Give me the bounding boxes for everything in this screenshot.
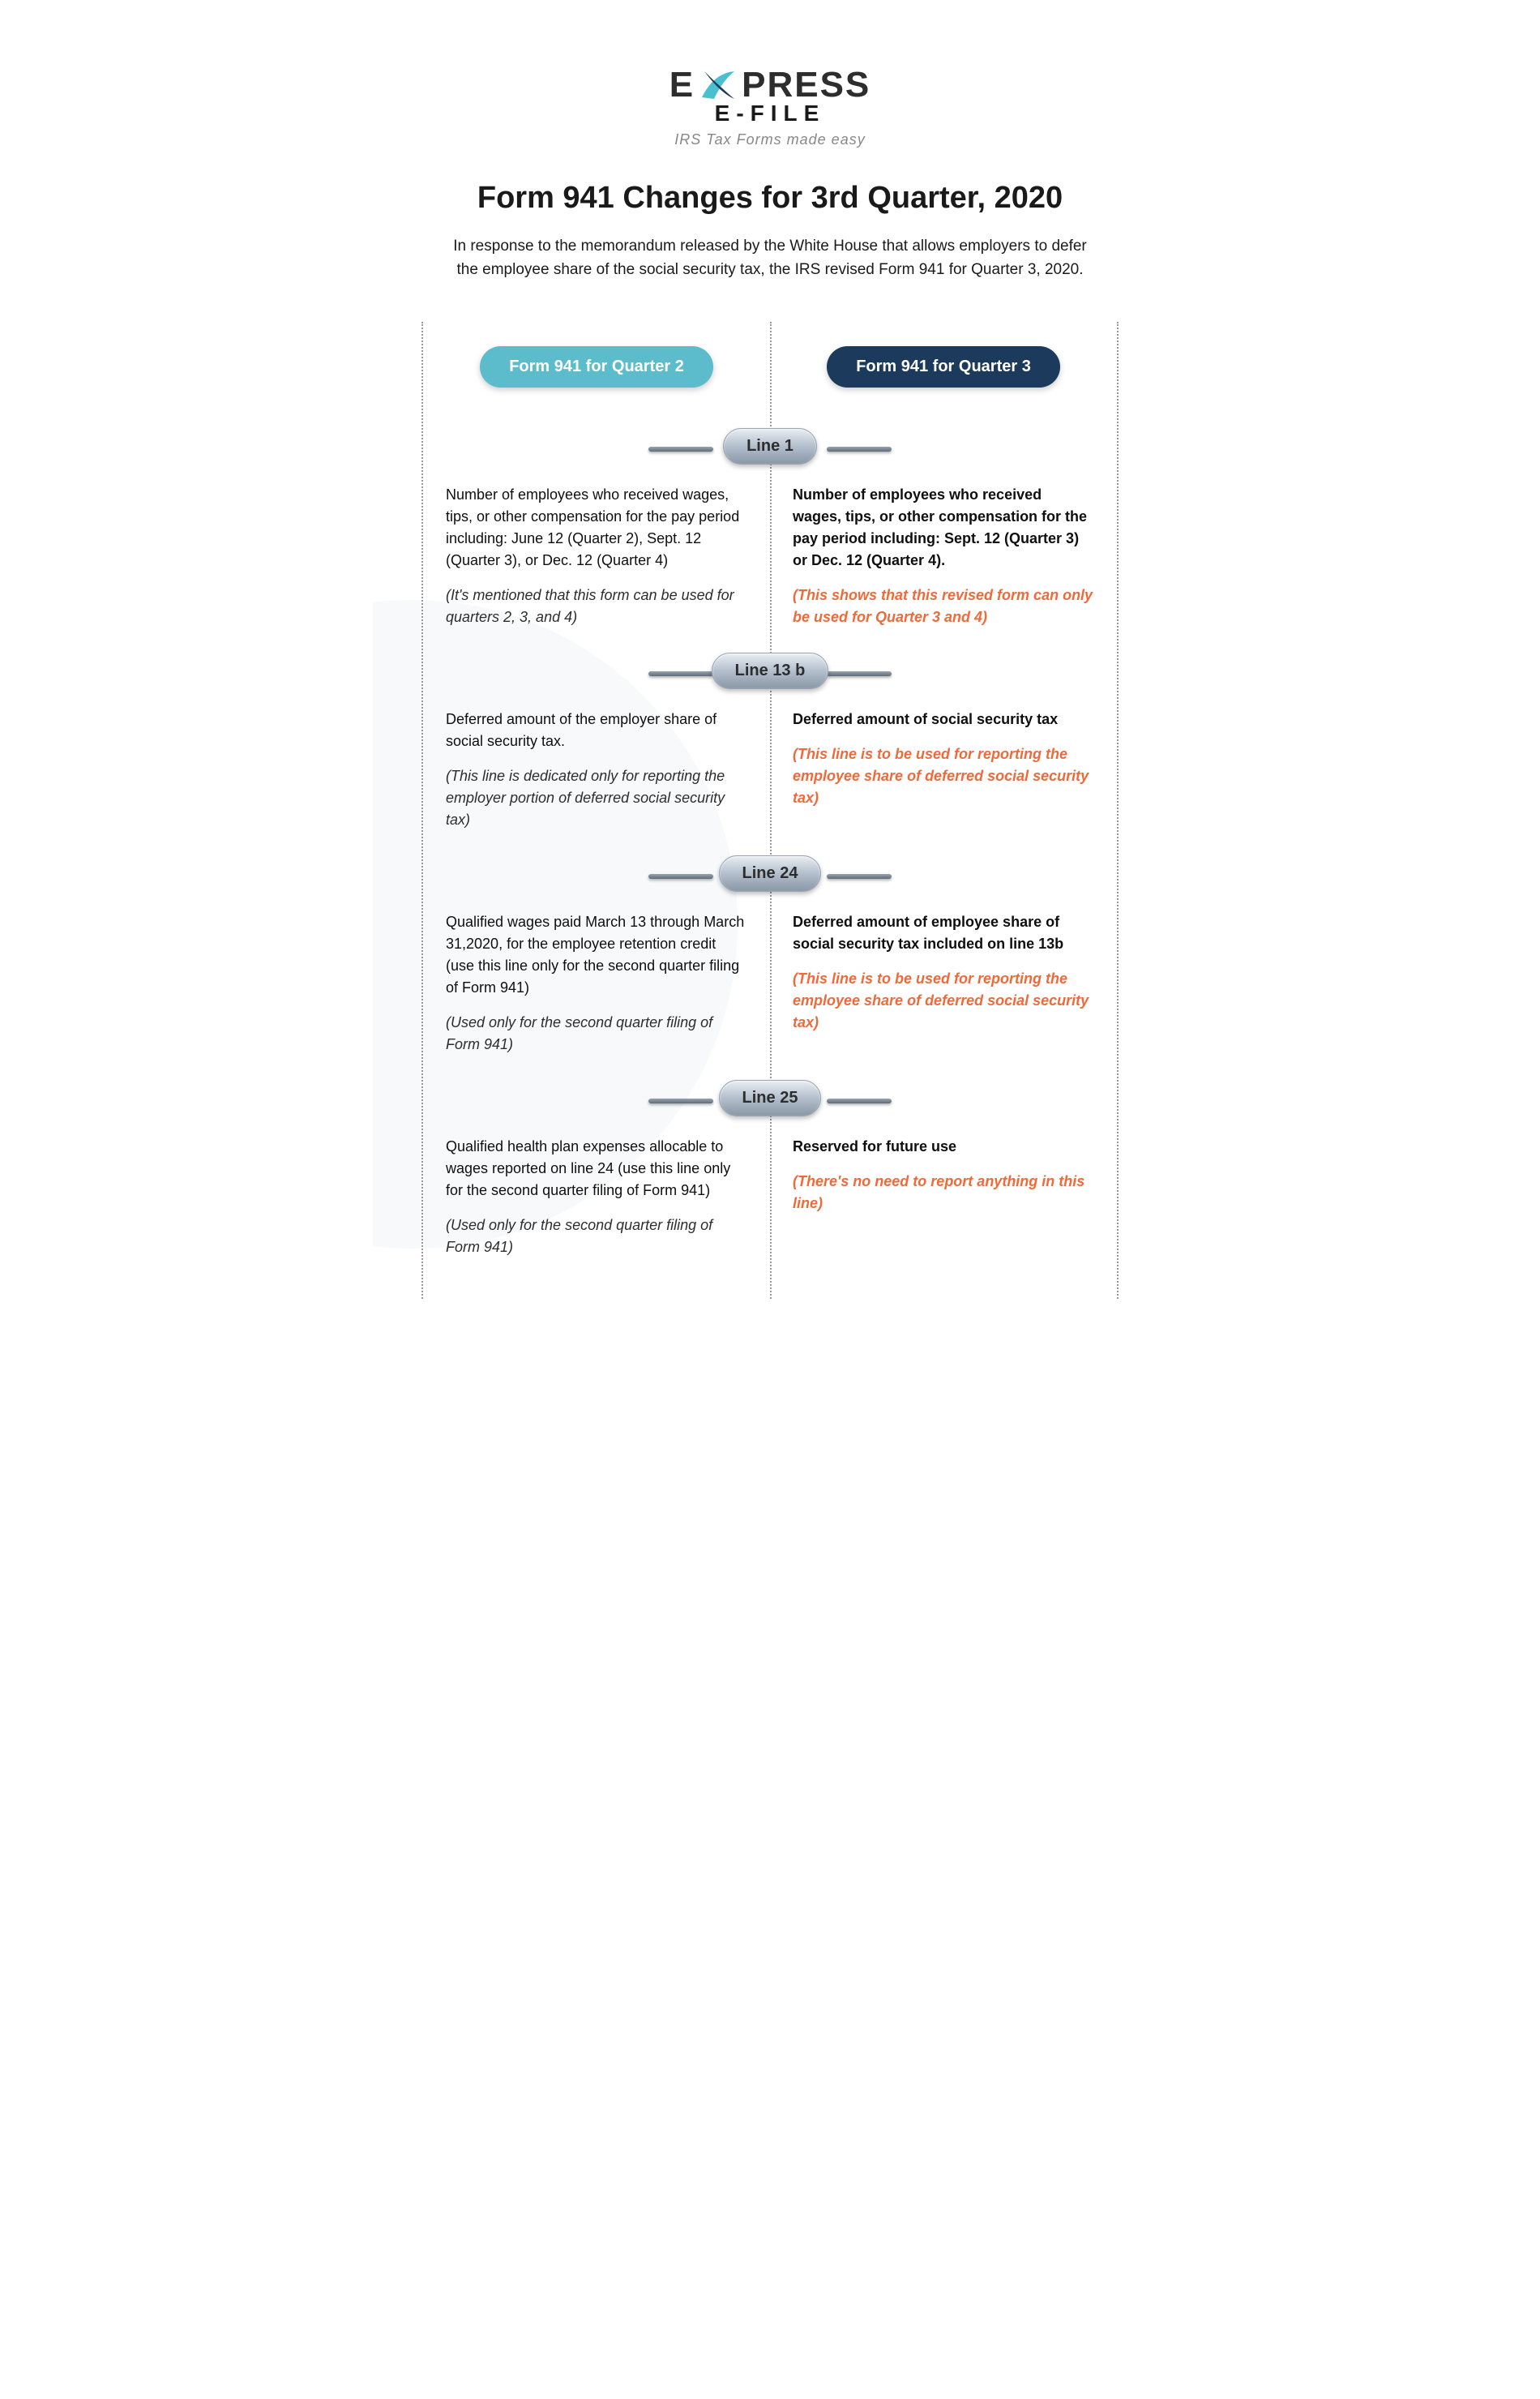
logo-main: E PRESS	[421, 65, 1119, 105]
intro-text: In response to the memorandum released b…	[446, 235, 1094, 281]
right-note-text: (This line is to be used for reporting t…	[793, 968, 1094, 1034]
comparison-table: Form 941 for Quarter 2 Form 941 for Quar…	[421, 322, 1119, 1299]
right-note-text: (There's no need to report anything in t…	[793, 1171, 1094, 1214]
left-main-text: Number of employees who received wages, …	[446, 484, 747, 572]
left-note-text: (This line is dedicated only for reporti…	[446, 765, 747, 831]
page: E PRESS E-FILE IRS Tax Forms made easy F…	[373, 32, 1167, 1364]
page-title: Form 941 Changes for 3rd Quarter, 2020	[421, 181, 1119, 216]
line-badge-row: Line 13 b	[423, 653, 1117, 689]
right-main-text: Deferred amount of social security tax	[793, 709, 1094, 730]
left-note-text: (Used only for the second quarter filing…	[446, 1214, 747, 1258]
right-main-text: Reserved for future use	[793, 1136, 1094, 1158]
left-column: Deferred amount of the employer share of…	[423, 709, 770, 831]
right-note-text: (This shows that this revised form can o…	[793, 585, 1094, 628]
column-headers: Form 941 for Quarter 2 Form 941 for Quar…	[423, 346, 1117, 388]
left-main-text: Qualified wages paid March 13 through Ma…	[446, 911, 747, 999]
left-column: Qualified wages paid March 13 through Ma…	[423, 911, 770, 1056]
logo-text-right: PRESS	[742, 65, 871, 105]
right-column: Deferred amount of social security tax (T…	[770, 709, 1117, 831]
line-badge-row: Line 25	[423, 1080, 1117, 1116]
left-column: Number of employees who received wages, …	[423, 484, 770, 628]
comparison-row: Deferred amount of the employer share of…	[423, 709, 1117, 831]
comparison-row: Qualified health plan expenses allocable…	[423, 1136, 1117, 1258]
left-main-text: Qualified health plan expenses allocable…	[446, 1136, 747, 1202]
right-column: Reserved for future use (There's no need …	[770, 1136, 1117, 1258]
right-column: Deferred amount of employee share of soc…	[770, 911, 1117, 1056]
comparison-row: Number of employees who received wages, …	[423, 484, 1117, 628]
line-badge: Line 24	[719, 855, 822, 892]
right-main-text: Number of employees who received wages, …	[793, 484, 1094, 572]
right-column: Number of employees who received wages, …	[770, 484, 1117, 628]
header-right-pill: Form 941 for Quarter 3	[827, 346, 1060, 388]
lines-container: Line 1 Number of employees who received w…	[423, 428, 1117, 1258]
left-note-text: (Used only for the second quarter filing…	[446, 1012, 747, 1056]
logo-tagline: IRS Tax Forms made easy	[421, 131, 1119, 148]
right-note-text: (This line is to be used for reporting t…	[793, 743, 1094, 809]
left-note-text: (It's mentioned that this form can be us…	[446, 585, 747, 628]
content: E PRESS E-FILE IRS Tax Forms made easy F…	[421, 65, 1119, 1299]
left-column: Qualified health plan expenses allocable…	[423, 1136, 770, 1258]
right-main-text: Deferred amount of employee share of soc…	[793, 911, 1094, 955]
line-badge-row: Line 24	[423, 855, 1117, 892]
line-badge: Line 1	[723, 428, 817, 465]
left-main-text: Deferred amount of the employer share of…	[446, 709, 747, 752]
logo: E PRESS E-FILE IRS Tax Forms made easy	[421, 65, 1119, 148]
comparison-row: Qualified wages paid March 13 through Ma…	[423, 911, 1117, 1056]
line-badge-row: Line 1	[423, 428, 1117, 465]
logo-mark-icon	[698, 65, 738, 105]
line-badge: Line 25	[719, 1080, 822, 1116]
logo-text-left: E	[669, 65, 695, 105]
line-badge: Line 13 b	[712, 653, 829, 689]
logo-sub: E-FILE	[421, 101, 1119, 126]
header-left-pill: Form 941 for Quarter 2	[480, 346, 713, 388]
